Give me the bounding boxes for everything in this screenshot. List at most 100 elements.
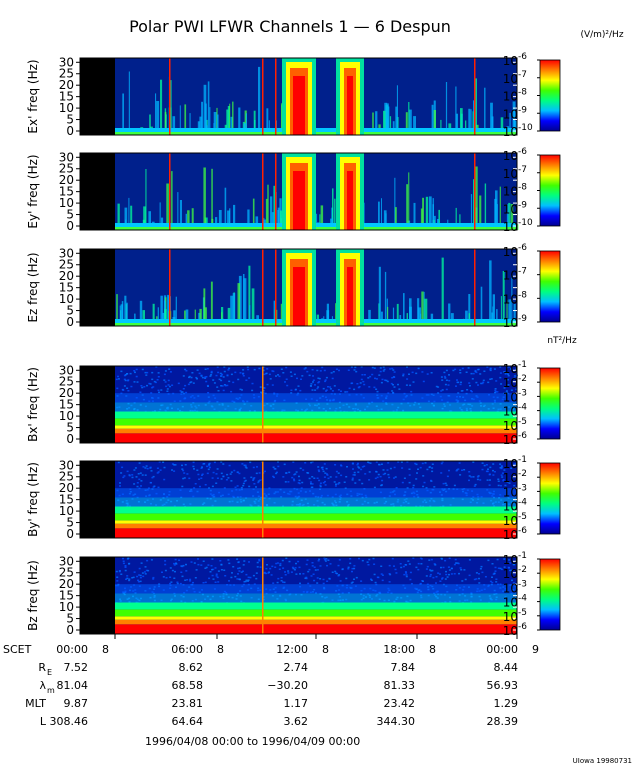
colorbar-tick-label: 10 [503, 90, 518, 104]
y-tick-label: 10 [59, 101, 74, 115]
colorbar-tick-exponent: -1 [518, 551, 527, 561]
colorbar-tick-exponent: -4 [518, 594, 527, 604]
colorbar-tick-exponent: -2 [518, 374, 527, 384]
y-tick-label: 15 [59, 281, 74, 295]
colorbar-tick-label: 10 [503, 528, 518, 542]
colorbar-tick-label: 10 [503, 376, 518, 390]
colorbar [539, 59, 561, 132]
colorbar-tick-exponent: -7 [518, 267, 527, 277]
colorbar-tick-exponent: -3 [518, 388, 527, 398]
ephemeris-value: 7.52 [64, 661, 89, 674]
ephemeris-value: 23.81 [172, 697, 204, 710]
time-axis-row-label: λ [39, 679, 46, 692]
colorbar-tick-label: 10 [503, 149, 518, 163]
colorbar-tick-label: 10 [503, 553, 518, 567]
colorbar-tick-exponent: -8 [518, 183, 527, 193]
spectrogram-texture [115, 557, 518, 634]
colorbar-tick-exponent: -6 [518, 622, 527, 632]
colorbar-tick-label: 10 [503, 362, 518, 376]
ephemeris-value: 308.46 [50, 715, 89, 728]
colorbar-tick-label: 10 [503, 567, 518, 581]
ephemeris-value: 81.04 [57, 679, 89, 692]
y-tick-label: 20 [59, 173, 74, 187]
colorbar-tick-exponent: -7 [518, 70, 527, 80]
time-tick-day: 8 [102, 643, 109, 656]
no-data-region [80, 249, 115, 326]
colorbar-tick-label: 10 [503, 405, 518, 419]
spectrogram-texture [115, 366, 518, 443]
y-tick-label: 20 [59, 78, 74, 92]
y-axis-label: Bx' freq (Hz) [26, 367, 40, 442]
colorbar-tick-exponent: -6 [518, 431, 527, 441]
y-tick-label: 15 [59, 185, 74, 199]
y-tick-label: 30 [59, 150, 74, 164]
y-tick-label: 15 [59, 493, 74, 507]
time-tick-label: 00:00 [486, 643, 518, 656]
y-tick-label: 0 [66, 623, 74, 637]
colorbar-tick-exponent: -9 [518, 105, 527, 115]
time-tick-day: 9 [532, 643, 539, 656]
ephemeris-value: 2.74 [284, 661, 309, 674]
y-tick-label: 25 [59, 67, 74, 81]
ephemeris-value: 8.44 [494, 661, 519, 674]
time-axis-row-label: R [38, 661, 46, 674]
y-tick-label: 10 [59, 409, 74, 423]
time-tick-label: 18:00 [383, 643, 415, 656]
colorbar-tick-exponent: -5 [518, 512, 527, 522]
colorbar-tick-exponent: -5 [518, 608, 527, 618]
y-tick-label: 5 [66, 208, 74, 222]
time-tick-day: 8 [429, 643, 436, 656]
colorbar-tick-exponent: -8 [518, 290, 527, 300]
colorbar-tick-label: 10 [503, 202, 518, 216]
colorbar-tick-exponent: -9 [518, 200, 527, 210]
no-data-region [80, 366, 115, 443]
colorbar-tick-label: 10 [503, 245, 518, 259]
y-tick-label: 5 [66, 113, 74, 127]
y-axis-label: Bz freq (Hz) [26, 560, 40, 631]
no-data-region [80, 557, 115, 634]
colorbar-tick-label: 10 [503, 419, 518, 433]
colorbar-tick-label: 10 [503, 471, 518, 485]
colorbar-tick-label: 10 [503, 220, 518, 234]
colorbar-tick-label: 10 [503, 610, 518, 624]
y-tick-label: 0 [66, 527, 74, 541]
time-axis-row-label: SCET [3, 643, 32, 656]
ephemeris-value: −30.20 [267, 679, 308, 692]
colorbar-tick-exponent: -3 [518, 579, 527, 589]
y-tick-label: 15 [59, 398, 74, 412]
y-tick-label: 0 [66, 124, 74, 138]
colorbar-tick-exponent: -6 [518, 52, 527, 62]
y-tick-label: 5 [66, 612, 74, 626]
colorbar [539, 367, 561, 440]
y-tick-label: 25 [59, 162, 74, 176]
colorbar-tick-label: 10 [503, 485, 518, 499]
ephemeris-value: 7.84 [391, 661, 416, 674]
colorbar [539, 250, 561, 323]
ephemeris-value: 9.87 [64, 697, 89, 710]
y-tick-label: 20 [59, 269, 74, 283]
ephemeris-value: 64.64 [172, 715, 204, 728]
ephemeris-value: 1.29 [494, 697, 519, 710]
ephemeris-value: 1.17 [284, 697, 309, 710]
colorbar-tick-label: 10 [503, 107, 518, 121]
colorbar-tick-exponent: -1 [518, 455, 527, 465]
colorbar-tick-label: 10 [503, 581, 518, 595]
ephemeris-value: 28.39 [487, 715, 519, 728]
colorbar-tick-label: 10 [503, 292, 518, 306]
colorbar-tick-exponent: -9 [518, 314, 527, 324]
colorbar-tick-exponent: -2 [518, 565, 527, 575]
colorbar-tick-label: 10 [503, 433, 518, 447]
colorbar-tick-exponent: -4 [518, 403, 527, 413]
y-tick-label: 25 [59, 470, 74, 484]
colorbar-tick-exponent: -6 [518, 147, 527, 157]
y-tick-label: 20 [59, 386, 74, 400]
no-data-region [80, 153, 115, 230]
colorbar-tick-exponent: -8 [518, 88, 527, 98]
time-tick-day: 8 [217, 643, 224, 656]
y-tick-label: 25 [59, 375, 74, 389]
colorbar-tick-exponent: -6 [518, 243, 527, 253]
